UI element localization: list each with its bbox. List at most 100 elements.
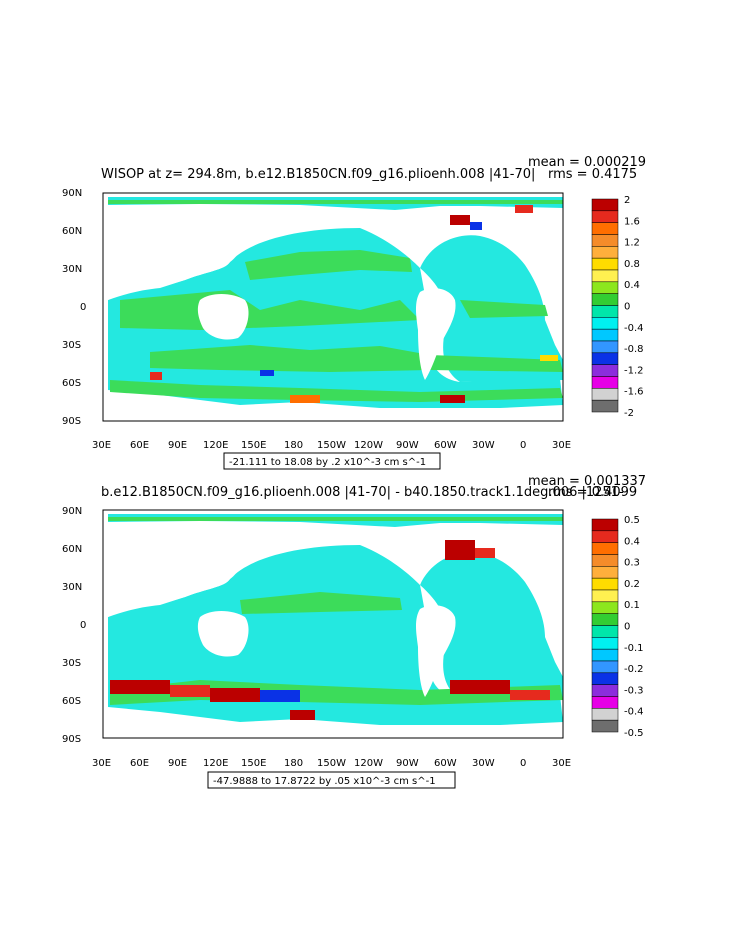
panel-1-map-area [102, 192, 564, 422]
colorbar-swatch [591, 554, 619, 567]
panel-1-mean: mean = 0.000219 [528, 155, 646, 170]
panel-2-lat-axis: 90N 60N 30N 0 30S 60S 90S [62, 506, 86, 745]
lon-label: 150E [241, 440, 266, 451]
colorbar-swatch [591, 352, 619, 365]
colorbar-swatch [591, 530, 619, 543]
lon-label: 30E [92, 758, 111, 769]
panel-2-rms: rms = 0.4099 [548, 485, 637, 500]
lon-label: 150E [241, 758, 266, 769]
range-note-text: -47.9888 to 17.8722 by .05 x10^-3 cm s^-… [213, 776, 436, 787]
colorbar-label: -0.5 [624, 728, 644, 739]
colorbar-swatch [591, 317, 619, 330]
colorbar-swatch [591, 234, 619, 247]
colorbar-swatch [591, 672, 619, 685]
lat-label: 90N [62, 188, 82, 199]
colorbar-label: 0.4 [624, 536, 640, 547]
panel-1-range-note: -21.111 to 18.08 by .2 x10^-3 cm s^-1 [223, 452, 441, 470]
lon-label: 120E [203, 758, 228, 769]
lat-label: 90S [62, 416, 81, 427]
colorbar-swatch [591, 589, 619, 603]
colorbar-label: -2 [624, 408, 634, 419]
panel-1-colorbar: 2 1.6 1.2 0.8 0.4 0 -0.4 -0.8 -1.2 -1.6 -2 [591, 195, 644, 419]
lon-label: 0 [520, 440, 526, 451]
range-note-text: -21.111 to 18.08 by .2 x10^-3 cm s^-1 [229, 457, 426, 468]
colorbar-swatch [591, 518, 619, 532]
panel-2-colorbar: 0.5 0.4 0.3 0.2 0.1 0 -0.1 -0.2 -0.3 -0.4 -0.5 [591, 515, 644, 739]
panel-1-lat-axis: 90N 60N 30N 0 30S 60S 90S [62, 188, 86, 427]
lon-label: 90E [168, 758, 187, 769]
colorbar-swatch [591, 364, 619, 377]
colorbar-label: 0.5 [624, 515, 640, 526]
colorbar-label: -0.2 [624, 664, 644, 675]
lon-label: 120W [354, 440, 383, 451]
lon-label: 30E [552, 758, 571, 769]
lon-label: 120W [354, 758, 383, 769]
lon-label: 0 [520, 758, 526, 769]
lon-label: 30W [472, 440, 495, 451]
colorbar-swatch [591, 281, 619, 294]
colorbar-swatch [591, 328, 619, 342]
lat-label: 60N [62, 544, 82, 555]
colorbar-swatch [591, 305, 619, 318]
colorbar-label: 1.2 [624, 238, 640, 249]
lat-label: 0 [80, 620, 86, 631]
colorbar-label: 0.3 [624, 558, 640, 569]
colorbar-swatch [591, 566, 619, 579]
colorbar-swatch [591, 719, 619, 733]
lon-label: 180 [284, 758, 303, 769]
lon-label: 30E [92, 440, 111, 451]
panel-2-map-area [102, 509, 564, 739]
colorbar-swatch [591, 696, 619, 709]
lon-label: 30W [472, 758, 495, 769]
colorbar-label: 2 [624, 195, 630, 206]
colorbar-swatch [591, 648, 619, 662]
colorbar-swatch [591, 340, 619, 354]
lat-label: 60N [62, 226, 82, 237]
anomaly-speckles [110, 540, 550, 720]
colorbar-label: -0.1 [624, 643, 644, 654]
lon-label: 120E [203, 440, 228, 451]
colorbar-swatch [591, 637, 619, 650]
colorbar-swatch [591, 577, 619, 591]
lat-label: 90S [62, 734, 81, 745]
lon-label: 150W [317, 758, 346, 769]
lon-label: 60E [130, 758, 149, 769]
colorbar-label: 1.6 [624, 216, 640, 227]
colorbar-swatch [591, 625, 619, 638]
colorbar-swatch [591, 684, 619, 697]
colorbar-swatch [591, 660, 619, 674]
lon-label: 60W [434, 758, 457, 769]
colorbar-label: -0.3 [624, 685, 644, 696]
colorbar-label: -0.4 [624, 323, 644, 334]
lat-label: 0 [80, 302, 86, 313]
lat-label: 60S [62, 696, 81, 707]
lon-label: 90E [168, 440, 187, 451]
map-panel-1: WISOP at z= 294.8m, b.e12.B1850CN.f09_g1… [62, 155, 646, 470]
colorbar-swatch [591, 399, 619, 413]
panel-2-lon-axis: 30E 60E 90E 120E 150E 180 150W 120W 90W … [92, 758, 571, 769]
colorbar-label: -1.6 [624, 387, 644, 398]
colorbar-label: 0 [624, 622, 630, 633]
land-mask [108, 212, 563, 421]
colorbar-label: 0.2 [624, 579, 640, 590]
panel-2-title: b.e12.B1850CN.f09_g16.plioenh.008 |41-70… [101, 485, 624, 500]
colorbar-label: -1.2 [624, 365, 644, 376]
colorbar-swatch [591, 210, 619, 223]
colorbar-label: 0.1 [624, 600, 640, 611]
panel-1-lon-axis: 30E 60E 90E 120E 150E 180 150W 120W 90W … [92, 440, 571, 451]
land-mask [108, 529, 563, 738]
panel-2-range-note: -47.9888 to 17.8722 by .05 x10^-3 cm s^-… [207, 771, 456, 789]
lon-label: 60E [130, 440, 149, 451]
colorbar-swatch [591, 601, 619, 614]
panel-1-title: WISOP at z= 294.8m, b.e12.B1850CN.f09_g1… [101, 167, 535, 182]
lon-label: 150W [317, 440, 346, 451]
colorbar-swatch [591, 269, 619, 283]
lat-label: 30N [62, 582, 82, 593]
colorbar-swatch [591, 198, 619, 212]
colorbar-swatch [591, 293, 619, 306]
lat-label: 30S [62, 658, 81, 669]
lon-label: 90W [396, 440, 419, 451]
panel-1-rms: rms = 0.4175 [548, 167, 637, 182]
colorbar-label: -0.8 [624, 344, 644, 355]
colorbar-swatch [591, 246, 619, 259]
